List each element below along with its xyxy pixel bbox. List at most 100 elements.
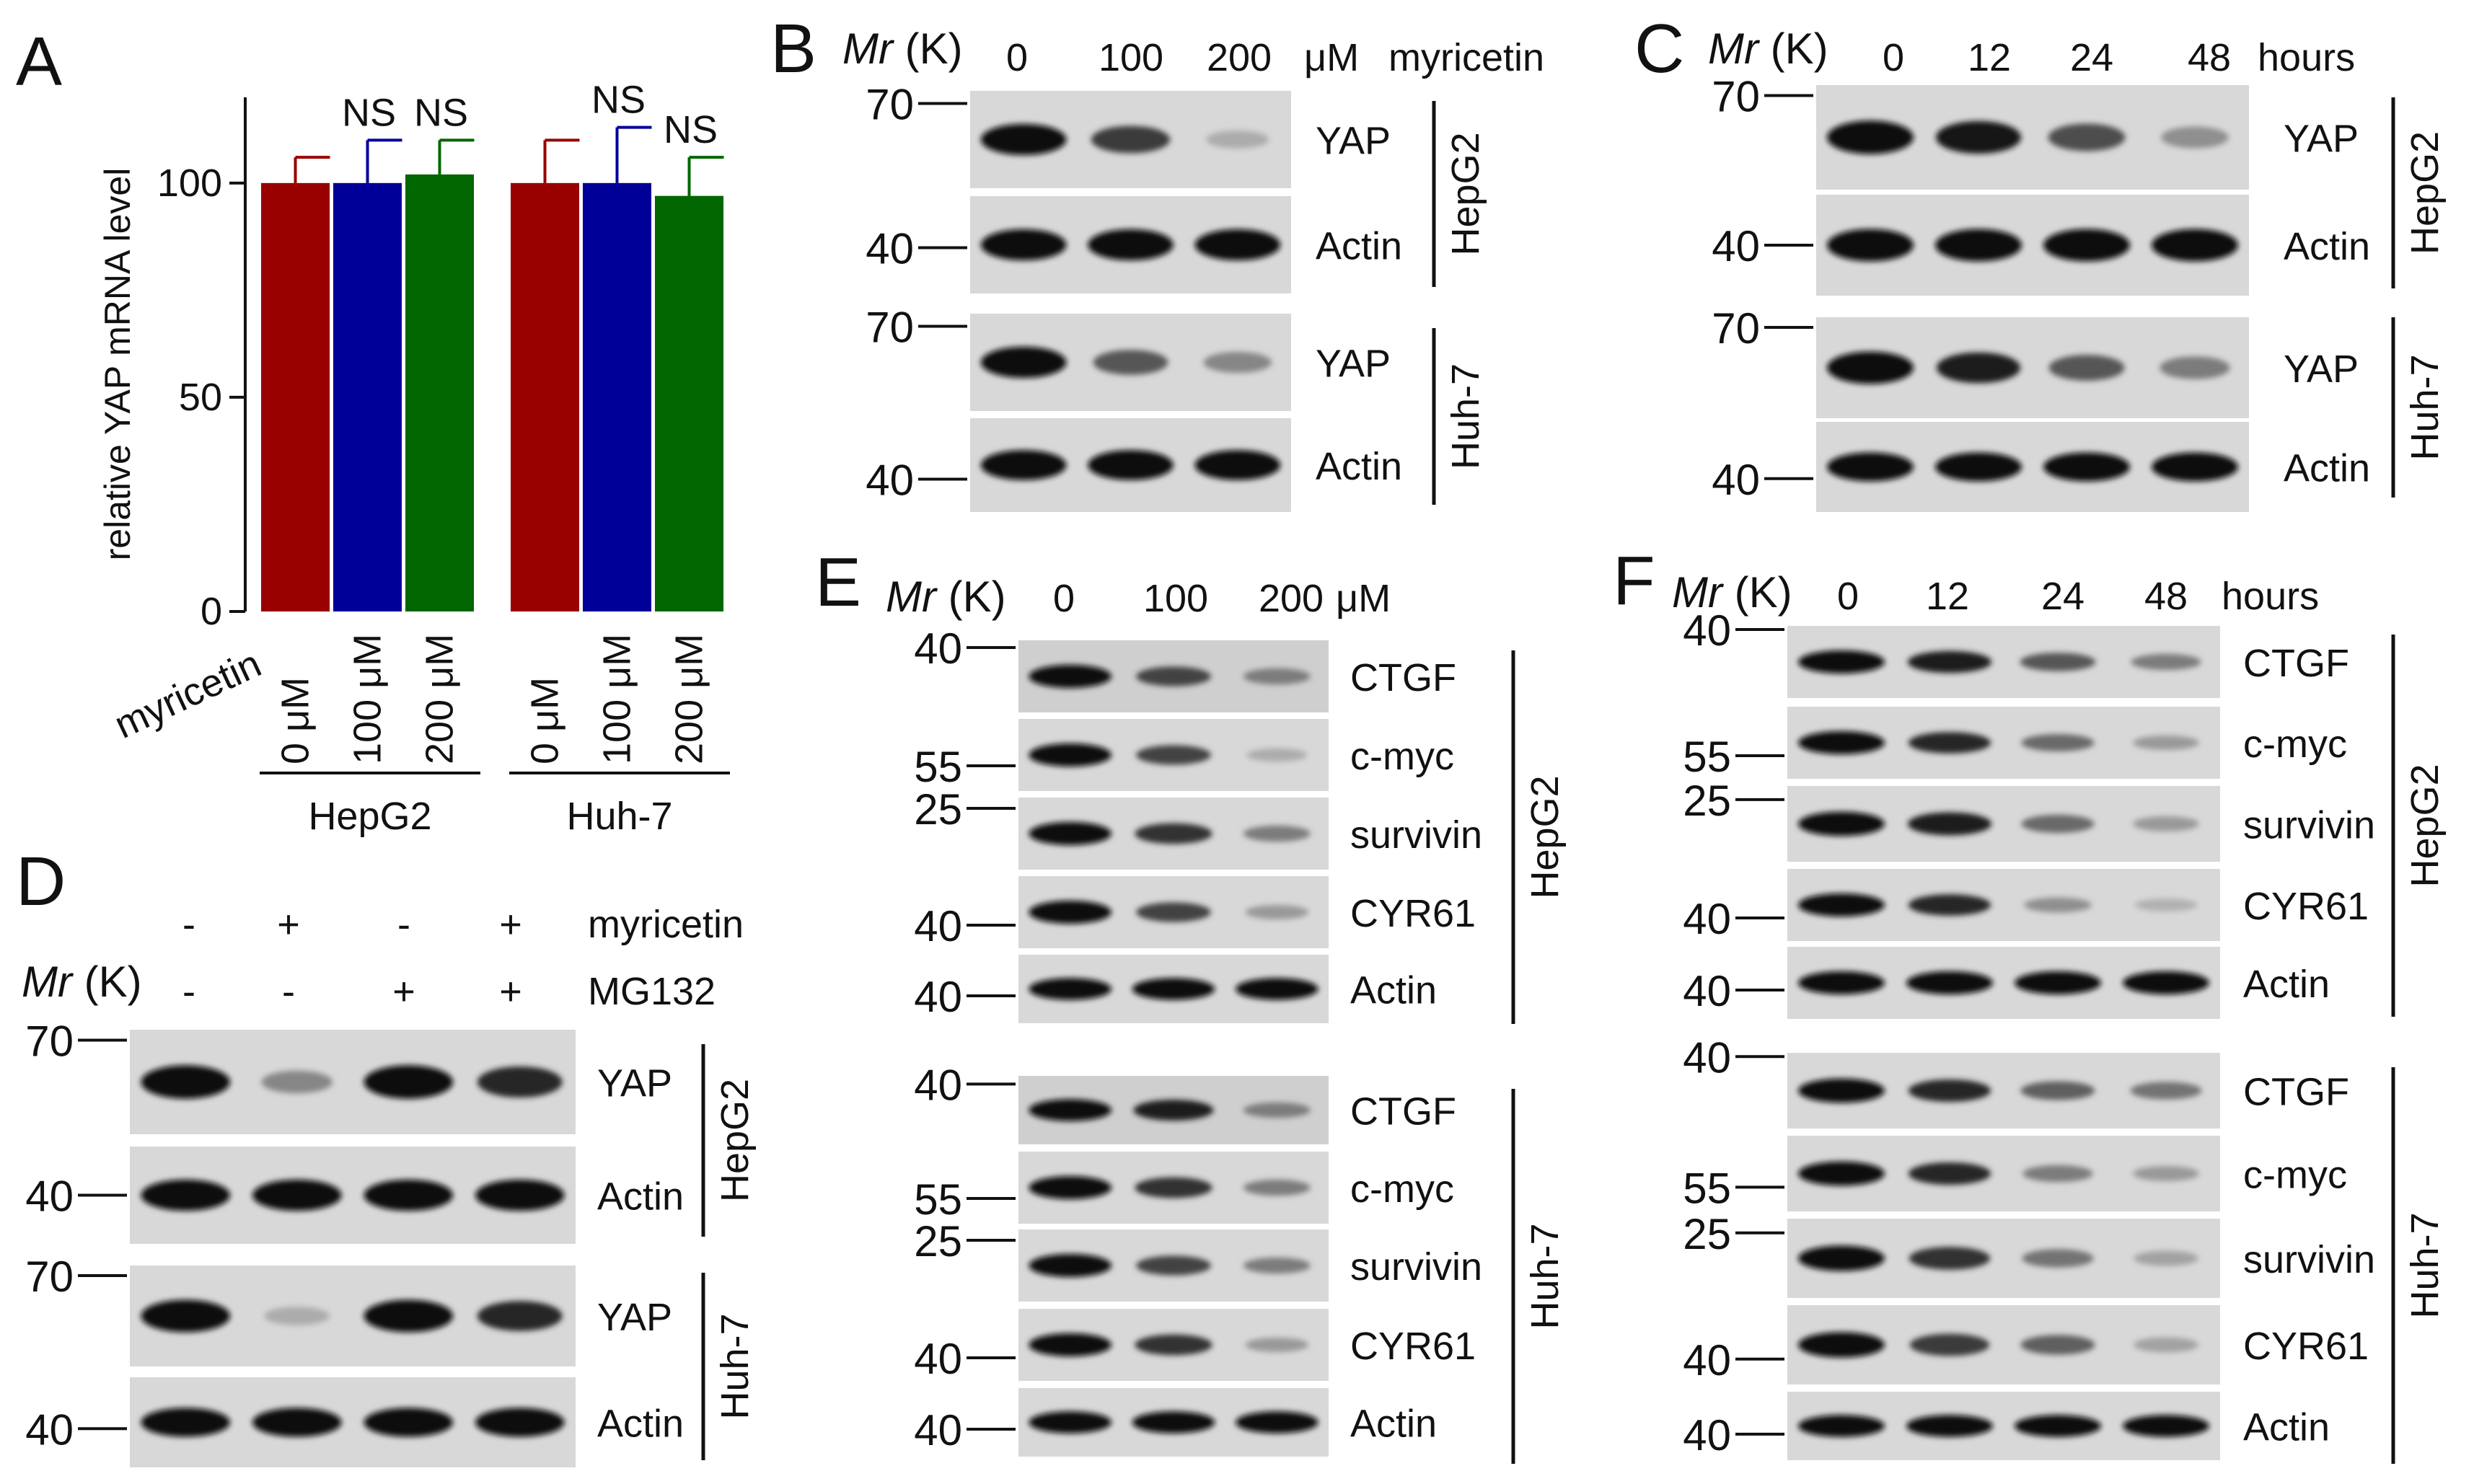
blot-band (1909, 1247, 1991, 1270)
condition-sign: - (282, 970, 295, 1013)
blot-band (980, 450, 1067, 480)
blot-band (1798, 971, 1885, 994)
condition-label: 0 (1053, 577, 1075, 620)
mr-label: Mr (K) (1672, 568, 1792, 617)
blot-band (2133, 1166, 2199, 1181)
marker-label: 40 (1683, 1411, 1731, 1459)
blot-band (1029, 901, 1111, 924)
cell-line-label: Huh-7 (2403, 1212, 2447, 1318)
protein-label: survivin (2243, 1238, 2375, 1281)
blot-band (141, 1065, 231, 1099)
panel-d: D - + - + - - + + myricetin Mr (K) MG132 YAP 70 A… (16, 843, 757, 1467)
marker-label: 55 (1683, 1164, 1731, 1212)
condition-label: 12 (1926, 575, 1969, 618)
blot-band (1935, 452, 2022, 482)
significance-label: NS (591, 79, 646, 122)
blot-band (980, 229, 1067, 261)
blot-band (1132, 978, 1215, 1000)
blot-group: CTGF 40 c-myc 55 survivin 25 CYR61 40 Actin 40 CTG… (1683, 606, 2447, 1464)
blot-band (1029, 1176, 1111, 1199)
marker-label: 40 (914, 1061, 962, 1109)
condition-label: 0 (1006, 36, 1028, 79)
cell-line-label: HepG2 (713, 1079, 757, 1202)
blot-band (1827, 229, 1914, 262)
blot-band (1029, 1411, 1111, 1434)
blot-band (1029, 822, 1111, 845)
blot-band (1029, 978, 1111, 1000)
significance-label: NS (342, 91, 396, 134)
blot-band (1203, 351, 1272, 374)
blot-band (1093, 350, 1168, 375)
category-label: 200 μM (668, 634, 711, 764)
blot-band (1136, 666, 1211, 686)
blot-band (1798, 1245, 1885, 1271)
blot-band (2160, 356, 2230, 379)
blot-band (2021, 734, 2095, 751)
blot-band (2020, 1335, 2095, 1355)
protein-label: survivin (1350, 1245, 1482, 1289)
cell-line-label: Huh-7 (2403, 354, 2447, 460)
protein-label: c-myc (1350, 1167, 1454, 1211)
blot-band (1236, 978, 1319, 1000)
blot-band (1194, 229, 1281, 261)
blot-band (2152, 452, 2238, 482)
blot-band (141, 1299, 231, 1333)
blot-band (1136, 1255, 1211, 1276)
marker-label: 70 (25, 1017, 74, 1066)
blot-band (2133, 736, 2199, 750)
mr-label: Mr (K) (22, 958, 142, 1006)
condition-label: 24 (2041, 575, 2085, 618)
blot-band (980, 346, 1067, 379)
protein-label: Actin (1350, 969, 1437, 1012)
cell-line-label: HepG2 (2403, 131, 2447, 255)
blot-band (141, 1408, 231, 1437)
unit-label: μM (1304, 36, 1359, 79)
protein-label: CTGF (1350, 656, 1456, 699)
unit-label: hours (2222, 575, 2319, 618)
blot-band (475, 1179, 565, 1211)
marker-label: 40 (914, 973, 962, 1021)
blot-band (264, 1307, 330, 1325)
condition-label: 0 (1883, 36, 1904, 79)
blot-band (1091, 125, 1171, 154)
protein-label: CYR61 (1350, 892, 1476, 935)
blot-band (1243, 1179, 1311, 1196)
blot-band (1936, 352, 2021, 384)
blot-band (1906, 1415, 1993, 1437)
blot-band (1194, 450, 1281, 480)
condition-sign: + (499, 970, 522, 1013)
cell-line-label: HepG2 (1444, 132, 1487, 255)
blot-band (980, 123, 1067, 156)
marker-label: 40 (866, 456, 914, 505)
condition-labels: 0 12 24 48 (1883, 36, 2231, 79)
condition-sign: - (182, 970, 195, 1013)
blot-band (477, 1066, 563, 1097)
blot-band (1827, 351, 1914, 384)
marker-label: 25 (1683, 1210, 1731, 1258)
blot-band (1827, 120, 1914, 154)
mr-label: Mr (K) (842, 25, 963, 73)
protein-label: c-myc (2243, 723, 2347, 766)
cell-line-label: HepG2 (2403, 764, 2447, 887)
protein-label: CYR61 (2243, 885, 2369, 928)
blot-band (1136, 902, 1211, 922)
marker-label: 40 (1683, 606, 1731, 655)
blot-band (1908, 894, 1991, 916)
blot-band (2043, 452, 2130, 482)
marker-label: 40 (1712, 456, 1760, 504)
marker-label: 40 (25, 1405, 74, 1454)
marker-label: 70 (1712, 304, 1760, 353)
blot-band (1029, 665, 1111, 688)
blot-band (2043, 229, 2130, 262)
blot-band (1135, 823, 1212, 844)
group-label: Huh-7 (566, 795, 672, 838)
blot-band (2020, 1081, 2095, 1100)
marker-label: 40 (1683, 895, 1731, 943)
protein-label: c-myc (1350, 735, 1454, 778)
blot-band (1935, 229, 2022, 262)
significance-label: NS (414, 91, 468, 134)
blot-band (1798, 1415, 1885, 1437)
category-label: 100 μM (346, 634, 389, 764)
blot-band (2021, 814, 2095, 834)
blot-band (2024, 897, 2092, 913)
